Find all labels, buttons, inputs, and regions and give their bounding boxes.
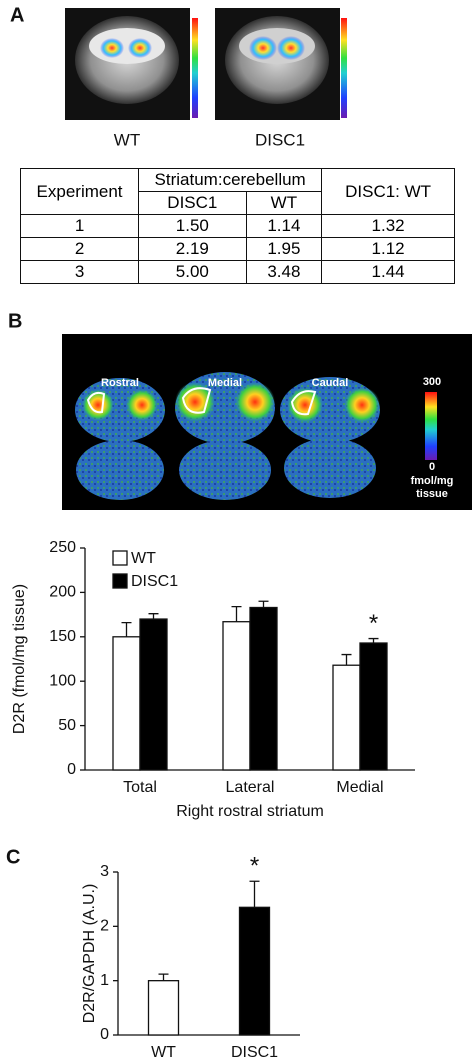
x-tick-label: Lateral [226, 779, 275, 796]
error-bar [368, 637, 379, 644]
error-bar [231, 605, 242, 622]
y-tick-label: 50 [58, 717, 76, 734]
significance-marker: * [250, 853, 259, 880]
row-label: Total [27, 397, 52, 409]
colorbar-label: 0 [429, 461, 435, 473]
colorbar-label: tissue [416, 488, 448, 500]
bar [249, 606, 278, 771]
significance-marker: * [369, 610, 378, 637]
panel-label: C [6, 846, 20, 868]
y-tick-label: 1 [100, 972, 109, 989]
table-cell: 1 [19, 214, 140, 238]
bar [359, 642, 388, 771]
table-cell: 2.19 [138, 237, 247, 261]
table-cell: 1.32 [321, 214, 455, 238]
mri-image [65, 8, 198, 120]
x-tick-label: Total [123, 779, 157, 796]
legend-swatch [112, 573, 128, 589]
y-tick-label: 250 [49, 539, 76, 556]
y-axis-label: D2R (fmol/mg tissue) [11, 584, 28, 734]
table-subheader: WT [245, 191, 323, 215]
mri-image [215, 8, 347, 120]
y-tick-label: 200 [49, 584, 76, 601]
bar [222, 621, 251, 771]
table-row: 2 2.19 1.95 1.12 [19, 237, 455, 261]
y-tick-label: 2 [100, 918, 109, 935]
table-header: Experiment [19, 168, 140, 215]
legend-swatch [112, 550, 128, 566]
x-tick-label: Medial [336, 779, 383, 796]
table-cell: 1.95 [245, 237, 323, 261]
table-row: 3 5.00 3.48 1.44 [19, 260, 455, 284]
table-cell: 5.00 [138, 260, 247, 284]
y-tick-label: 150 [49, 628, 76, 645]
x-tick-label: WT [151, 1044, 176, 1060]
bar [147, 980, 180, 1036]
error-bar [121, 621, 132, 637]
bar [238, 906, 271, 1036]
error-bar [249, 880, 260, 908]
bar [332, 664, 361, 771]
image-label: WT [114, 130, 140, 149]
table-cell: 3.48 [245, 260, 323, 284]
table-row: 1 1.50 1.14 1.32 [19, 214, 455, 238]
column-label: Medial [208, 377, 242, 389]
column-label: Caudal [312, 377, 349, 389]
error-bar [258, 600, 269, 608]
table-cell: 3 [19, 260, 140, 284]
error-bar [341, 653, 352, 666]
table-header: Striatum:cerebellum [138, 168, 323, 192]
error-bar [158, 973, 169, 981]
y-tick-label: 0 [100, 1026, 109, 1043]
table-subheader: DISC1 [138, 191, 247, 215]
panel-label: A [10, 4, 24, 26]
y-tick-label: 3 [100, 863, 109, 880]
table-cell: 1.12 [321, 237, 455, 261]
x-tick-label: DISC1 [231, 1044, 278, 1060]
y-axis-label: D2R/GAPDH (A.U.) [81, 884, 98, 1024]
legend-label: WT [131, 550, 156, 567]
bar [112, 636, 141, 771]
row-label: Specific [19, 470, 61, 482]
x-axis-label: Right rostral striatum [176, 803, 324, 820]
column-label: Rostral [101, 377, 139, 389]
image-label: DISC1 [255, 130, 305, 149]
colorbar-label: fmol/mg [411, 475, 454, 487]
panel-label: B [8, 310, 22, 332]
autoradiography-image [62, 334, 472, 510]
y-tick-label: 100 [49, 672, 76, 689]
table-body: 1 1.50 1.14 1.32 2 2.19 1.95 1.12 3 5.00 3.48 1.44 [19, 214, 455, 284]
table-cell: 1.14 [245, 214, 323, 238]
table-header: DISC1: WT [321, 168, 455, 215]
y-tick-label: 0 [67, 761, 76, 778]
table-cell: 1.50 [138, 214, 247, 238]
table-cell: 1.44 [321, 260, 455, 284]
legend-label: DISC1 [131, 573, 178, 590]
error-bar [148, 613, 159, 620]
row-label: Non- [27, 457, 52, 469]
bar [139, 618, 168, 771]
ratio-table: Experiment Striatum:cerebellum DISC1: WT… [19, 168, 455, 284]
table-cell: 2 [19, 237, 140, 261]
colorbar-label: 300 [423, 376, 441, 388]
